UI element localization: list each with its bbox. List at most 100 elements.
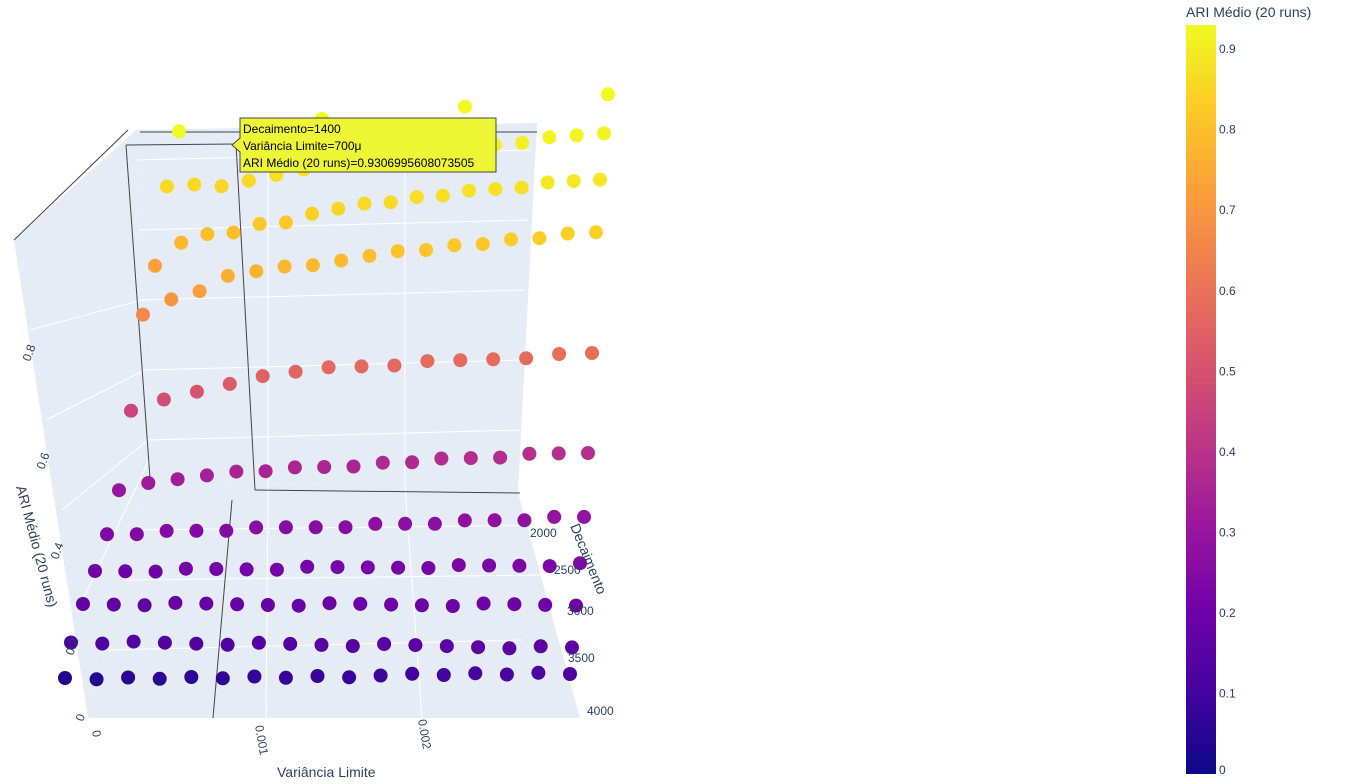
data-point[interactable] (200, 227, 215, 242)
data-point[interactable] (345, 639, 360, 653)
data-point[interactable] (377, 637, 392, 651)
data-point[interactable] (398, 516, 413, 531)
data-point[interactable] (601, 87, 615, 102)
data-point[interactable] (226, 225, 241, 240)
data-point[interactable] (565, 640, 579, 655)
data-point[interactable] (321, 360, 336, 375)
data-point[interactable] (136, 307, 150, 322)
data-point[interactable] (189, 523, 204, 538)
data-point[interactable] (278, 215, 293, 230)
data-point[interactable] (463, 451, 478, 466)
data-point[interactable] (300, 559, 315, 574)
data-point[interactable] (214, 179, 229, 194)
data-point[interactable] (287, 460, 302, 475)
data-point[interactable] (439, 639, 454, 654)
data-point[interactable] (391, 560, 406, 575)
data-point[interactable] (373, 668, 388, 683)
data-point[interactable] (291, 598, 306, 613)
data-point[interactable] (308, 520, 323, 535)
data-point[interactable] (375, 455, 390, 470)
data-point[interactable] (563, 667, 577, 681)
data-point[interactable] (241, 173, 256, 188)
data-point[interactable] (577, 509, 591, 524)
data-point[interactable] (354, 359, 369, 374)
data-point[interactable] (330, 560, 345, 575)
data-point[interactable] (251, 635, 266, 650)
data-point[interactable] (487, 513, 502, 528)
data-point[interactable] (342, 670, 357, 685)
data-point[interactable] (317, 460, 332, 474)
data-point[interactable] (170, 472, 185, 487)
data-point[interactable] (447, 238, 462, 253)
data-point[interactable] (533, 639, 548, 654)
data-point[interactable] (255, 369, 270, 384)
data-point[interactable] (89, 672, 104, 687)
data-point[interactable] (199, 596, 214, 611)
data-point[interactable] (593, 172, 607, 187)
data-point[interactable] (476, 596, 491, 611)
data-point[interactable] (538, 597, 553, 612)
data-point[interactable] (414, 598, 429, 613)
data-point[interactable] (157, 635, 172, 650)
data-point[interactable] (305, 206, 320, 221)
data-point[interactable] (421, 561, 436, 575)
data-point[interactable] (405, 455, 420, 470)
data-point[interactable] (64, 635, 78, 650)
data-point[interactable] (192, 284, 207, 299)
data-point[interactable] (427, 516, 442, 531)
data-point[interactable] (277, 259, 292, 274)
data-point[interactable] (514, 180, 529, 195)
data-point[interactable] (353, 596, 368, 611)
data-point[interactable] (462, 183, 477, 198)
data-point[interactable] (189, 636, 204, 651)
data-point[interactable] (121, 670, 136, 685)
data-point[interactable] (451, 558, 466, 573)
data-point[interactable] (493, 450, 508, 465)
data-points[interactable] (58, 87, 615, 687)
data-point[interactable] (482, 558, 497, 573)
data-point[interactable] (573, 556, 587, 571)
data-point[interactable] (368, 516, 383, 531)
data-point[interactable] (457, 513, 472, 528)
data-point[interactable] (58, 671, 72, 685)
data-point[interactable] (222, 376, 237, 391)
data-point[interactable] (148, 564, 163, 579)
data-point[interactable] (420, 354, 435, 369)
data-point[interactable] (95, 636, 110, 651)
data-point[interactable] (249, 520, 264, 535)
data-point[interactable] (172, 124, 186, 139)
data-point[interactable] (434, 451, 449, 466)
data-point[interactable] (288, 364, 303, 379)
data-point[interactable] (269, 562, 284, 577)
data-point[interactable] (187, 177, 202, 192)
data-point[interactable] (405, 666, 420, 681)
data-point[interactable] (247, 669, 262, 684)
data-point[interactable] (390, 244, 405, 259)
data-point[interactable] (468, 666, 483, 681)
data-point[interactable] (239, 562, 254, 577)
data-point[interactable] (199, 468, 214, 483)
data-point[interactable] (118, 564, 133, 579)
data-point[interactable] (112, 483, 126, 498)
data-point[interactable] (168, 595, 183, 610)
data-point[interactable] (230, 597, 245, 612)
data-point[interactable] (258, 464, 273, 479)
data-point[interactable] (566, 174, 581, 189)
data-point[interactable] (471, 640, 486, 655)
data-point[interactable] (322, 596, 337, 611)
data-point[interactable] (357, 196, 372, 211)
data-point[interactable] (552, 347, 567, 361)
data-point[interactable] (532, 231, 547, 246)
data-point[interactable] (338, 520, 353, 535)
data-point[interactable] (148, 258, 162, 273)
data-point[interactable] (499, 667, 514, 682)
data-point[interactable] (156, 392, 171, 407)
data-point[interactable] (522, 446, 537, 461)
data-point[interactable] (129, 527, 144, 542)
data-point[interactable] (387, 358, 402, 373)
data-point[interactable] (589, 225, 603, 240)
data-point[interactable] (106, 597, 121, 612)
data-point[interactable] (475, 237, 490, 252)
data-point[interactable] (252, 216, 267, 231)
